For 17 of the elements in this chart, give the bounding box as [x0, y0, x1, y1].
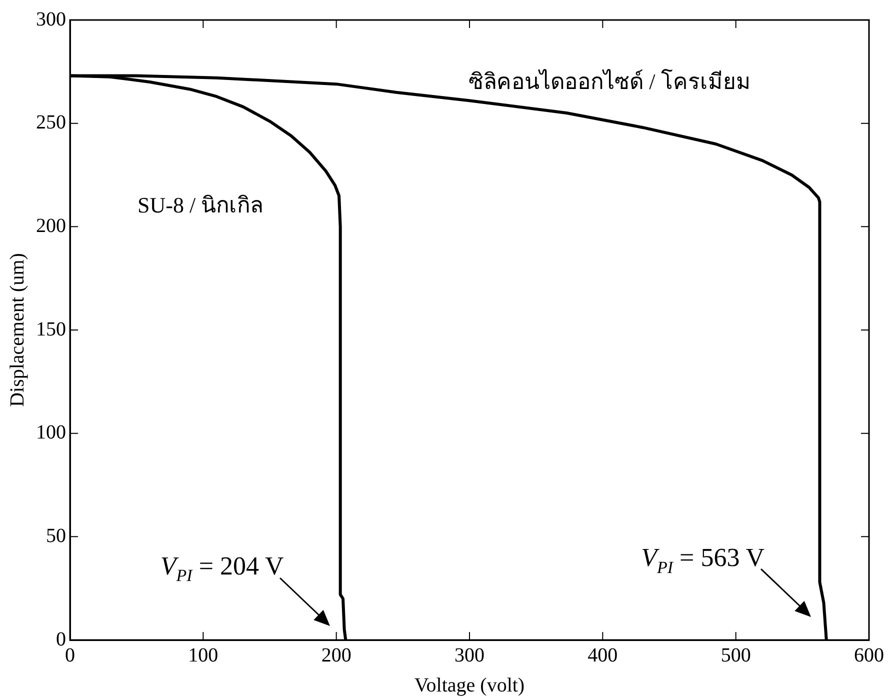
x-tick-label: 500	[720, 644, 751, 666]
y-tick-label: 50	[46, 524, 66, 547]
series-label: ซิลิคอนไดออกไซด์ / โครเมียม	[468, 68, 751, 94]
y-tick-label: 100	[36, 422, 66, 444]
x-tick-label: 100	[188, 644, 218, 666]
x-tick-label: 600	[854, 644, 884, 666]
text: SU-8 / นิกเกิล	[138, 192, 264, 218]
y-tick-label: 250	[36, 112, 66, 134]
x-axis-title: Voltage (volt)	[414, 674, 525, 696]
y-axis-title: Displacement (um)	[6, 253, 28, 407]
y-tick-label: 0	[56, 628, 66, 650]
x-tick-label: 200	[321, 644, 352, 666]
x-tick-label: 300	[454, 644, 484, 666]
x-tick-label: 400	[588, 644, 618, 666]
y-tick-label: 300	[36, 8, 66, 30]
y-tick-label: 200	[36, 214, 66, 237]
y-tick-label: 150	[36, 318, 66, 340]
